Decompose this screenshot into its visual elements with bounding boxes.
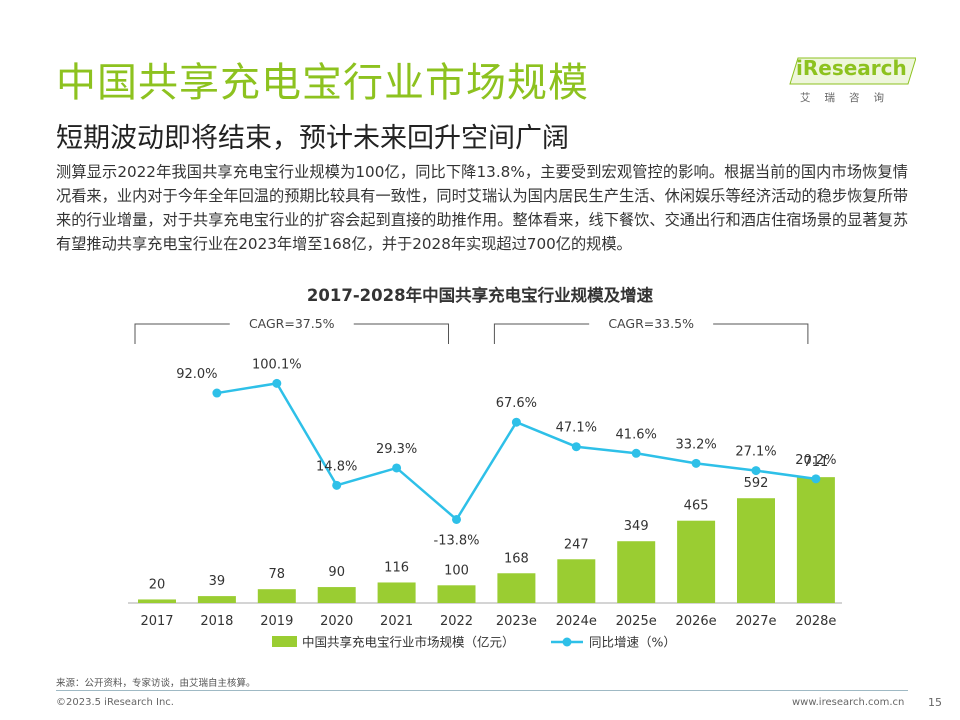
- legend-bar-swatch: [272, 636, 297, 647]
- legend-bar-label: 中国共享充电宝行业市场规模（亿元）: [302, 635, 515, 650]
- x-tick-label: 2023e: [496, 614, 537, 629]
- growth-point: [392, 463, 402, 473]
- x-tick-label: 2022: [440, 614, 473, 629]
- bar-value-label: 168: [504, 551, 529, 566]
- legend-line-marker: [562, 637, 572, 647]
- bar: [796, 477, 835, 603]
- source-note: 来源：公开资料，专家访谈，由艾瑞自主核算。: [56, 678, 256, 689]
- logo-leaf-icon: [789, 57, 916, 85]
- growth-value-label: 33.2%: [675, 437, 716, 452]
- cagr-bracket-right: [353, 323, 449, 344]
- cagr-label: CAGR=33.5%: [608, 316, 694, 331]
- x-tick-label: 2019: [260, 614, 293, 629]
- site-url[interactable]: www.iresearch.com.cn: [792, 697, 905, 708]
- page-subtitle: 短期波动即将结束，预计未来回升空间广阔: [56, 123, 569, 154]
- bar-value-label: 116: [384, 560, 409, 575]
- bar: [497, 573, 536, 603]
- bar: [317, 587, 356, 603]
- bar: [138, 599, 176, 603]
- x-tick-label: 2020: [320, 614, 353, 629]
- growth-point: [511, 417, 521, 427]
- bar-value-label: 100: [444, 563, 469, 578]
- x-tick-label: 2027e: [735, 614, 776, 629]
- x-tick-label: 2017: [140, 614, 173, 629]
- growth-point: [571, 442, 581, 452]
- bar-value-label: 90: [328, 565, 345, 580]
- bar-value-label: 349: [624, 519, 649, 534]
- bar-value-label: 20: [149, 577, 166, 592]
- growth-value-label: 47.1%: [556, 421, 597, 436]
- chart-title: 2017-2028年中国共享充电宝行业规模及增速: [307, 285, 654, 305]
- growth-value-label: -13.8%: [434, 533, 480, 548]
- bar: [257, 589, 296, 603]
- growth-value-label: 92.0%: [176, 367, 217, 382]
- logo-text: iResearch: [796, 56, 907, 80]
- cagr-bracket-right: [713, 323, 809, 344]
- bar-value-label: 78: [269, 567, 286, 582]
- market-size-chart: 2017-2028年中国共享充电宝行业规模及增速 CAGR=37.5% CAGR=3…: [128, 285, 842, 650]
- bar: [557, 559, 596, 603]
- growth-point: [691, 458, 701, 468]
- bar: [437, 585, 476, 603]
- growth-point: [751, 466, 761, 476]
- page-number: 15: [928, 696, 942, 709]
- bar-value-label: 711: [803, 455, 828, 470]
- bar: [737, 498, 775, 603]
- bar-value-label: 39: [209, 574, 226, 589]
- cagr-label: CAGR=37.5%: [249, 316, 335, 331]
- x-tick-label: 2026e: [676, 614, 717, 629]
- growth-point: [811, 474, 821, 484]
- growth-point: [452, 514, 461, 524]
- growth-point: [332, 480, 342, 490]
- bar: [377, 582, 416, 603]
- logo-subtext: 艾瑞咨询: [800, 92, 898, 104]
- growth-value-label: 27.1%: [735, 445, 776, 460]
- bar: [617, 541, 656, 603]
- bar-value-label: 247: [564, 537, 589, 552]
- cagr-bracket-left: [134, 323, 230, 344]
- bar-value-label: 592: [744, 476, 769, 491]
- growth-point: [631, 448, 641, 458]
- growth-value-label: 14.8%: [316, 459, 357, 474]
- x-tick-label: 2025e: [616, 614, 657, 629]
- x-tick-label: 2024e: [556, 614, 597, 629]
- legend-line-label: 同比增速（%）: [589, 635, 676, 650]
- x-tick-label: 2018: [200, 614, 233, 629]
- page-title: 中国共享充电宝行业市场规模: [56, 60, 589, 106]
- cagr-bracket-left: [493, 323, 590, 344]
- x-tick-label: 2028e: [795, 614, 836, 629]
- growth-value-label: 67.6%: [496, 396, 537, 411]
- growth-value-label: 100.1%: [252, 357, 302, 372]
- growth-value-label: 41.6%: [616, 427, 657, 442]
- summary-paragraph: 测算显示2022年我国共享充电宝行业规模为100亿，同比下降13.8%，主要受到…: [56, 163, 908, 253]
- footer-divider: [56, 690, 908, 691]
- iresearch-logo: iResearch 艾瑞咨询: [780, 52, 916, 108]
- copyright: ©2023.5 iResearch Inc.: [56, 697, 174, 708]
- growth-value-label: 29.3%: [376, 442, 417, 457]
- bar-value-label: 465: [684, 499, 709, 514]
- bar: [677, 520, 716, 603]
- x-tick-label: 2021: [380, 614, 413, 629]
- growth-point: [272, 378, 282, 388]
- bar: [197, 596, 236, 603]
- growth-point: [212, 388, 222, 398]
- growth-value-label: 20.2%: [795, 453, 836, 468]
